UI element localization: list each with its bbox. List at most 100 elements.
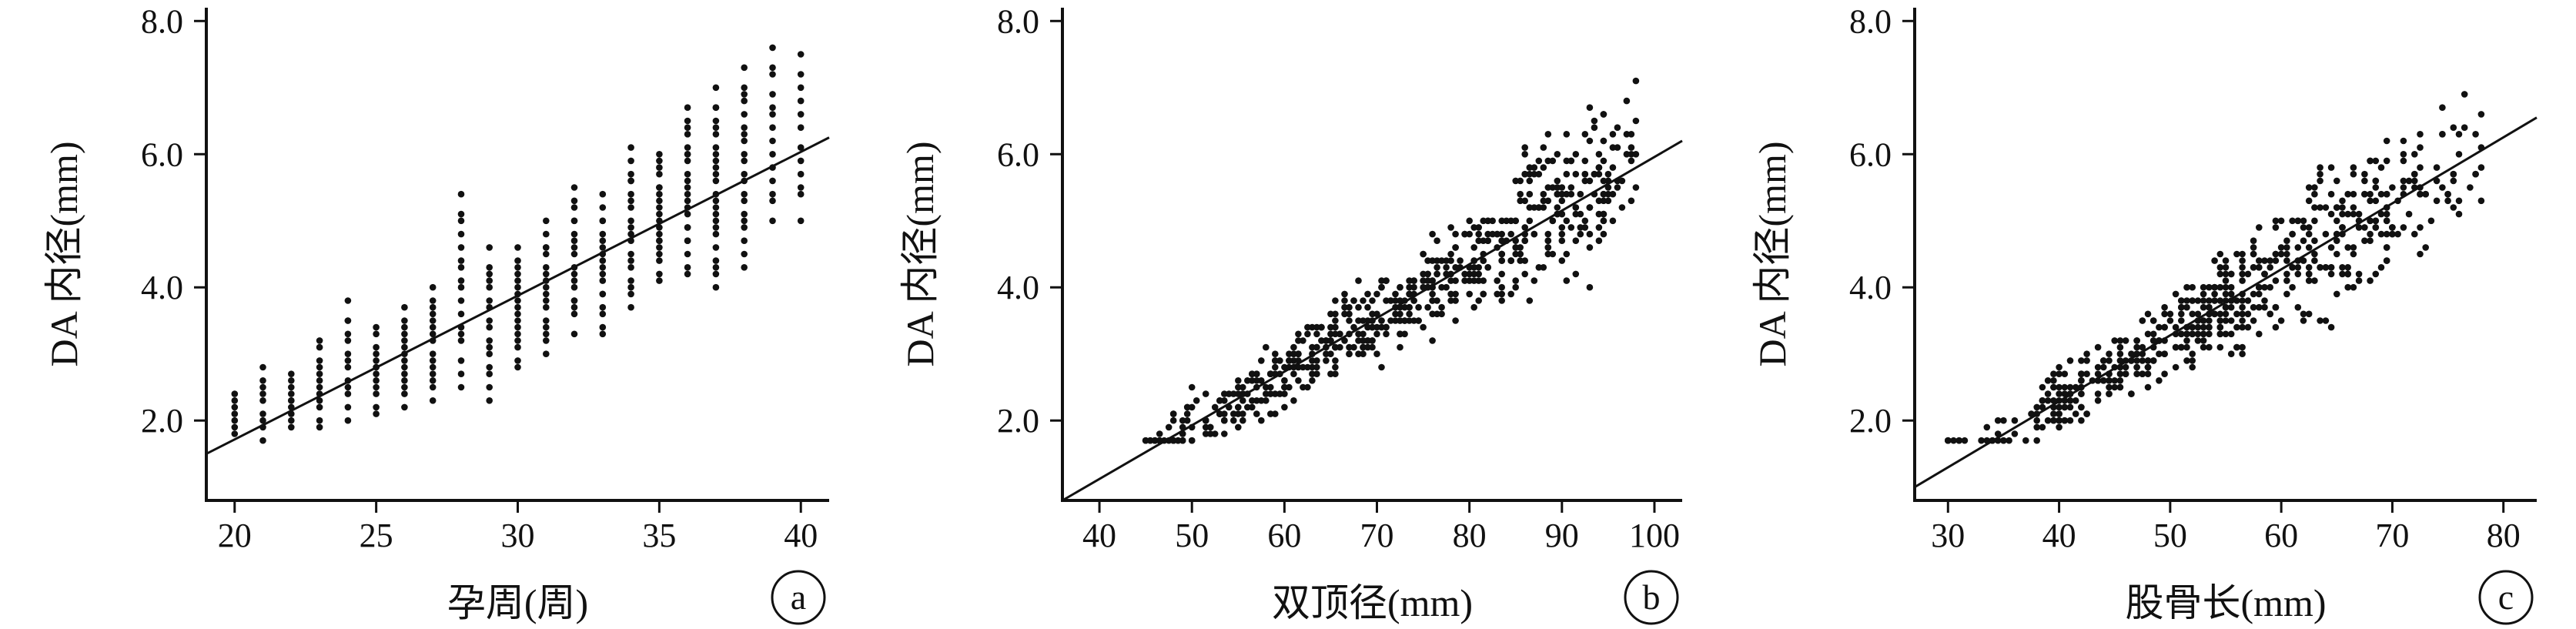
data-point xyxy=(2066,397,2074,404)
data-point xyxy=(627,303,634,311)
data-point xyxy=(2239,303,2246,311)
data-point xyxy=(1517,190,1524,198)
data-point xyxy=(2272,303,2280,311)
data-point xyxy=(486,323,493,331)
data-point xyxy=(401,323,408,331)
data-point xyxy=(259,417,266,424)
data-point xyxy=(2172,343,2180,351)
data-point xyxy=(1263,397,1270,404)
data-point xyxy=(1346,310,1353,318)
data-point xyxy=(1540,204,1547,211)
data-point xyxy=(2272,323,2280,331)
data-point xyxy=(1503,217,1510,225)
data-point xyxy=(1609,217,1617,225)
data-point xyxy=(316,370,323,378)
data-point xyxy=(2056,423,2062,431)
data-point xyxy=(2239,264,2246,271)
data-point xyxy=(2189,357,2196,364)
data-point xyxy=(1156,430,1163,437)
data-point xyxy=(2355,277,2363,284)
data-point xyxy=(1378,277,1385,284)
data-point xyxy=(1498,257,1505,264)
data-point xyxy=(2400,137,2407,145)
data-point xyxy=(2222,310,2230,318)
data-point xyxy=(2161,370,2168,378)
x-tick-label: 40 xyxy=(1082,517,1116,554)
data-point xyxy=(1235,403,1242,411)
data-point xyxy=(769,197,776,205)
data-point xyxy=(769,104,776,111)
data-point xyxy=(599,257,607,264)
data-point xyxy=(1484,217,1491,225)
data-point xyxy=(1540,164,1547,171)
data-point xyxy=(543,317,550,324)
data-point xyxy=(1151,437,1159,444)
data-point xyxy=(2333,250,2340,258)
data-point xyxy=(570,303,578,311)
data-point xyxy=(2111,377,2118,384)
data-point xyxy=(656,277,663,284)
data-point xyxy=(2061,370,2069,378)
data-point xyxy=(1392,310,1399,318)
data-point xyxy=(1558,224,1566,231)
data-point xyxy=(712,217,720,225)
data-point xyxy=(486,270,493,278)
data-point xyxy=(570,297,578,304)
data-point xyxy=(2433,197,2441,205)
data-point xyxy=(2317,164,2323,171)
data-point xyxy=(1360,317,1367,324)
data-point xyxy=(2311,217,2318,225)
data-point xyxy=(1410,283,1417,291)
data-point xyxy=(1512,283,1519,291)
data-point xyxy=(2222,317,2230,324)
data-point xyxy=(2300,237,2307,245)
data-point xyxy=(2372,184,2380,191)
data-point xyxy=(514,317,521,324)
data-point xyxy=(2216,250,2224,258)
data-point xyxy=(1313,357,1320,364)
data-point xyxy=(599,310,607,318)
data-point xyxy=(1355,337,1362,344)
data-point xyxy=(1309,377,1316,384)
data-point xyxy=(2455,197,2463,205)
data-point xyxy=(797,190,805,198)
data-point xyxy=(2222,277,2230,284)
data-point xyxy=(599,230,607,238)
data-point xyxy=(2455,131,2463,138)
data-point xyxy=(1563,157,1571,165)
data-point xyxy=(2289,283,2296,291)
data-point xyxy=(1452,244,1459,251)
data-point xyxy=(2156,377,2163,384)
data-point xyxy=(1558,197,1566,205)
data-point xyxy=(1406,303,1413,311)
data-point xyxy=(429,283,437,291)
data-point xyxy=(1221,410,1228,417)
data-point xyxy=(2166,317,2174,324)
data-point xyxy=(2372,224,2380,231)
data-point xyxy=(741,264,748,271)
data-point xyxy=(1535,170,1543,178)
data-point xyxy=(1327,337,1334,344)
data-point xyxy=(1978,437,1985,444)
data-point xyxy=(2211,297,2218,304)
data-point xyxy=(769,91,776,98)
x-axis-label: 双顶径(mm) xyxy=(1272,581,1473,624)
data-point xyxy=(2149,337,2157,344)
data-point xyxy=(2200,303,2207,311)
data-point xyxy=(1323,337,1330,344)
x-tick-label: 30 xyxy=(1931,517,1965,554)
data-point xyxy=(1392,297,1399,304)
data-point xyxy=(1549,157,1557,165)
data-point xyxy=(2317,177,2323,185)
data-point xyxy=(1355,330,1362,338)
data-point xyxy=(1188,403,1196,411)
data-point xyxy=(2066,357,2074,364)
data-point xyxy=(429,317,437,324)
x-tick-label: 40 xyxy=(784,517,818,554)
data-point xyxy=(1332,370,1339,378)
data-point xyxy=(1235,383,1242,391)
data-point xyxy=(2250,237,2257,245)
data-point xyxy=(1475,224,1482,231)
data-point xyxy=(373,383,380,391)
data-point xyxy=(712,283,720,291)
